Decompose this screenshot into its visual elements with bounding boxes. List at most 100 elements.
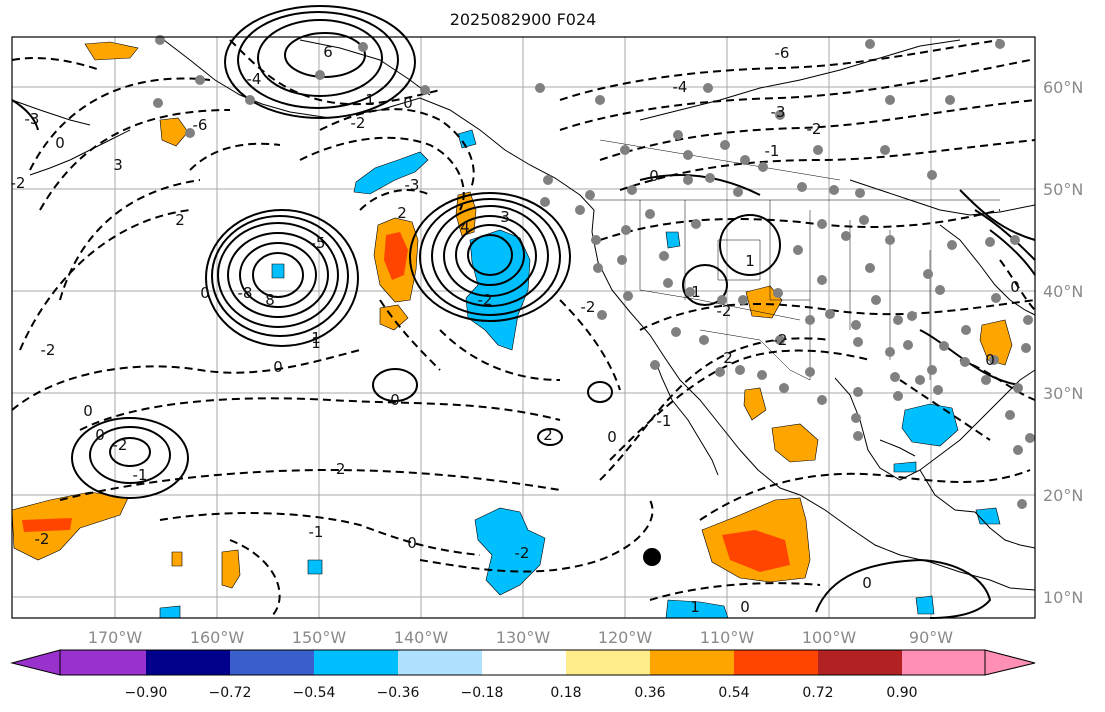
lat-label: 10°N <box>1043 588 1083 607</box>
lon-label: 140°W <box>394 628 449 647</box>
colorbar-cells <box>59 649 986 676</box>
colorbar-cell <box>818 650 902 675</box>
contour-label: -3 <box>405 176 420 194</box>
lon-label: 150°W <box>292 628 347 647</box>
contour-label: 0 <box>985 351 995 369</box>
colorbar-tick: −0.72 <box>209 685 252 701</box>
map-title: 2025082900 F024 <box>450 10 597 29</box>
contour-label: -1 <box>133 466 148 484</box>
contour-label: 2 <box>397 204 407 222</box>
colorbar-extend-high <box>984 649 1036 676</box>
contour-label: -2 <box>35 530 50 548</box>
lat-label: 60°N <box>1043 78 1083 97</box>
contour-label: -2 <box>41 341 56 359</box>
colorbar-tick: 0.36 <box>634 685 665 701</box>
contour-label: -1 <box>657 412 672 430</box>
contour-label: -2 <box>478 291 493 309</box>
lon-label: 130°W <box>496 628 551 647</box>
colorbar-cell <box>734 650 818 675</box>
contour-label: -2 <box>515 544 530 562</box>
lon-label: 110°W <box>700 628 755 647</box>
contour-label: 8 <box>265 291 275 309</box>
contour-label: 0 <box>390 391 400 409</box>
contour-label: 2 <box>543 426 553 444</box>
contour-label: -4 <box>247 70 262 88</box>
station-dots <box>153 35 1035 509</box>
contour-label: 0 <box>862 574 872 592</box>
contour-label: 0 <box>95 426 105 444</box>
contour-label: -2 <box>113 436 128 454</box>
lat-label: 20°N <box>1043 486 1083 505</box>
longitude-labels: 170°W 160°W 150°W 140°W 130°W 120°W 110°… <box>88 628 953 647</box>
colorbar-tick: −0.54 <box>293 685 336 701</box>
lon-label: 160°W <box>190 628 245 647</box>
contour-label: 4 <box>460 218 470 236</box>
lat-label: 40°N <box>1043 282 1083 301</box>
contour-label: -2 <box>331 460 346 478</box>
colorbar-cell <box>398 650 482 675</box>
colorbar-tick: −0.18 <box>461 685 504 701</box>
lon-label: 170°W <box>88 628 143 647</box>
map-panel: 6 -6 1 0 -4 -3 3 2 -2 -1 0 -3 -2 4 -8 8 … <box>11 5 1036 619</box>
gridlines <box>12 37 1035 618</box>
contour-label: 0 <box>273 358 283 376</box>
contour-label: 2 <box>175 211 185 229</box>
colorbar-cell <box>230 650 314 675</box>
lat-label: 50°N <box>1043 180 1083 199</box>
contour-label: 0 <box>649 167 659 185</box>
contour-label: 0 <box>55 134 65 152</box>
contour-label: -2 <box>581 298 596 316</box>
contour-label: 0 <box>403 94 413 112</box>
colorbar-extend-low <box>10 649 61 676</box>
contour-label: -3 <box>771 103 786 121</box>
contour-label: 1 <box>311 334 321 352</box>
colorbar-tick: 0.72 <box>802 685 833 701</box>
contour-label: -3 <box>25 110 40 128</box>
marker-dot <box>643 548 661 566</box>
colorbar-cell <box>146 650 230 675</box>
colorbar-tick: −0.90 <box>125 685 168 701</box>
colorbar-tick: 0.54 <box>718 685 749 701</box>
contour-label: 3 <box>500 208 510 226</box>
lon-label: 90°W <box>909 628 953 647</box>
lon-label: 100°W <box>802 628 857 647</box>
contour-label: 0 <box>1010 278 1020 296</box>
colorbar-tick: −0.36 <box>377 685 420 701</box>
contour-label: -2 <box>11 174 26 192</box>
contour-label: 3 <box>113 156 123 174</box>
contour-label: 2 <box>723 349 733 367</box>
contour-label: -1 <box>765 142 780 160</box>
contour-label: 1 <box>745 252 755 270</box>
contour-label: 1 <box>691 283 701 301</box>
contour-label: 0 <box>407 534 417 552</box>
contour-label: 0 <box>83 402 93 420</box>
contour-label: 0 <box>200 284 210 302</box>
latitude-labels: 60°N 50°N 40°N 30°N 20°N 10°N <box>1043 78 1083 607</box>
colorbar-cell <box>902 650 985 675</box>
contour-label: -2 <box>807 120 822 138</box>
lon-label: 120°W <box>598 628 653 647</box>
colorbar-ticks: −0.90 −0.72 −0.54 −0.36 −0.18 0.18 0.36 … <box>125 685 918 701</box>
contour-label: 0 <box>607 428 617 446</box>
colorbar-cell <box>482 650 566 675</box>
contour-label: -4 <box>673 78 688 96</box>
political-boundaries <box>590 139 1000 381</box>
contour-label: 1 <box>690 598 700 616</box>
contour-label: -1 <box>309 523 324 541</box>
colorbar-cell <box>650 650 734 675</box>
contour-label: -2 <box>717 302 732 320</box>
colorbar: −0.90 −0.72 −0.54 −0.36 −0.18 0.18 0.36 … <box>10 649 1036 701</box>
contour-label: 0 <box>740 598 750 616</box>
lat-label: 30°N <box>1043 384 1083 403</box>
contours <box>11 5 1036 619</box>
contour-label: -5 <box>311 234 326 252</box>
colorbar-cell <box>566 650 650 675</box>
contour-label: -8 <box>238 284 253 302</box>
colorbar-tick: 0.18 <box>550 685 581 701</box>
map-border <box>11 36 1036 619</box>
colorbar-tick: 0.90 <box>886 685 917 701</box>
contour-label: -6 <box>193 116 208 134</box>
contour-label: -2 <box>351 114 366 132</box>
contour-label: 1 <box>365 91 375 109</box>
